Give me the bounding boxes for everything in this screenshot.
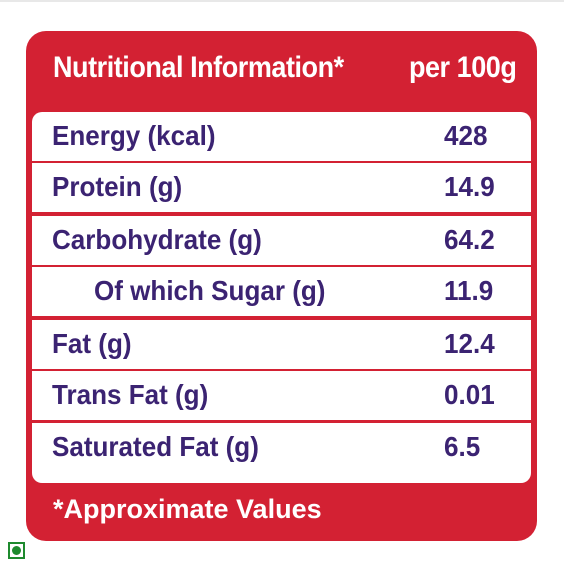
table-row: Carbohydrate (g) 64.2 [32, 216, 531, 265]
nutrient-name: Fat (g) [52, 328, 132, 359]
panel-title: Nutritional Information* [53, 51, 344, 84]
nutrient-value: 14.9 [444, 171, 495, 202]
nutrient-value: 6.5 [444, 431, 481, 462]
top-divider [0, 0, 564, 2]
panel-header: Nutritional Information* per 100g [26, 31, 537, 111]
nutrient-name: Carbohydrate (g) [52, 224, 262, 255]
nutrient-name: Saturated Fat (g) [52, 431, 259, 462]
table-row: Fat (g) 12.4 [32, 320, 531, 369]
nutrient-value: 11.9 [444, 275, 494, 306]
nutrient-value: 64.2 [444, 224, 495, 255]
per-unit-label: per 100g [408, 51, 517, 84]
nutrient-name: Protein (g) [52, 171, 183, 202]
table-row: Energy (kcal) 428 [32, 112, 531, 161]
nutrient-name: Energy (kcal) [52, 120, 216, 151]
footnote: *Approximate Values [53, 494, 322, 524]
nutrient-name: Trans Fat (g) [52, 379, 209, 410]
table-row: Trans Fat (g) 0.01 [32, 371, 531, 420]
veg-dot [12, 546, 21, 555]
nutrient-value: 12.4 [444, 328, 495, 359]
table-row: Saturated Fat (g) 6.5 [32, 423, 531, 483]
nutrient-value: 0.01 [444, 379, 495, 410]
table-row: Protein (g) 14.9 [32, 163, 531, 212]
veg-symbol-icon [8, 542, 25, 559]
nutrient-value: 428 [444, 120, 488, 151]
table-row: Of which Sugar (g) 11.9 [32, 267, 531, 316]
nutrition-panel: Nutritional Information* per 100g Energy… [26, 31, 537, 541]
nutrient-name: Of which Sugar (g) [94, 275, 326, 306]
nutrition-table: Energy (kcal) 428 Protein (g) 14.9 Carbo… [32, 112, 531, 483]
